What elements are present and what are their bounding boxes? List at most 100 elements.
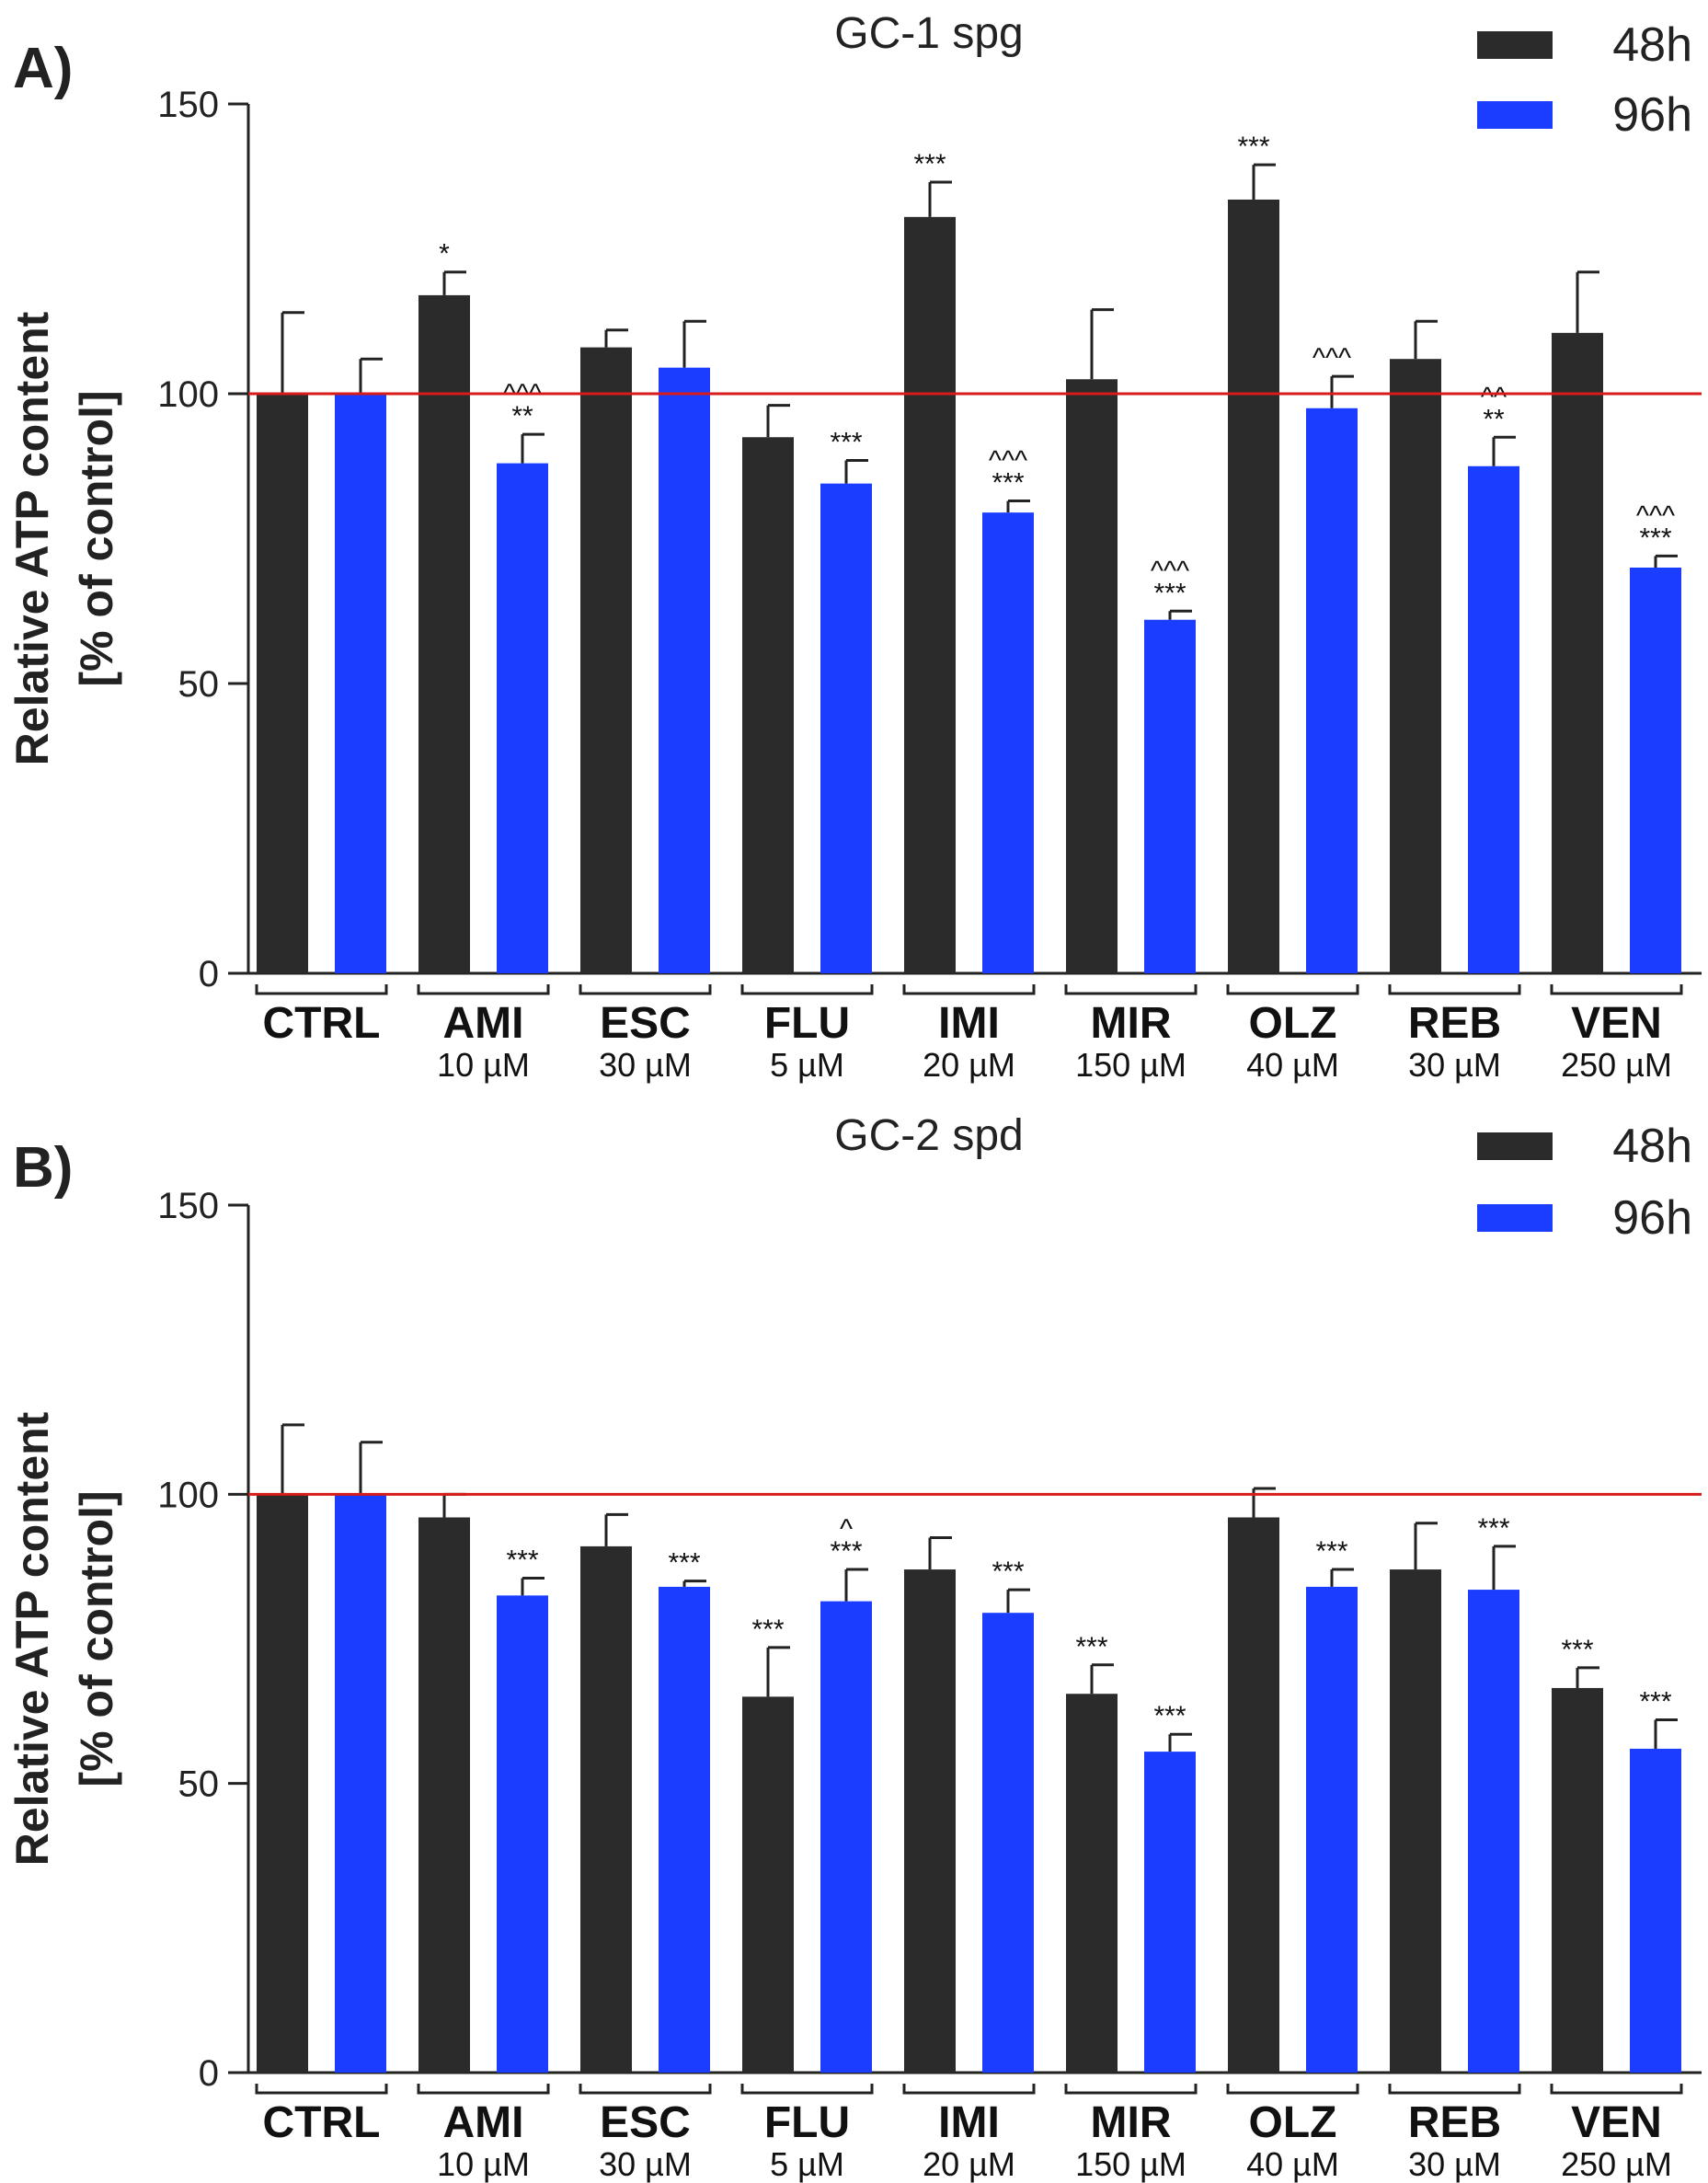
category-bracket bbox=[1064, 984, 1198, 995]
concentration-label: 30 µM bbox=[599, 1046, 692, 1084]
category-bracket bbox=[417, 2084, 550, 2095]
concentration-label: 20 µM bbox=[923, 1046, 1015, 1084]
bar-48h-FLU bbox=[742, 437, 794, 973]
y-tick-label: 50 bbox=[178, 1764, 220, 1805]
category-label: CTRL bbox=[263, 2098, 381, 2147]
panel-label: A) bbox=[13, 37, 73, 100]
bar-48h-MIR bbox=[1066, 1694, 1118, 2073]
significance-marker: *** bbox=[830, 427, 862, 457]
significance-marker: *** bbox=[668, 1548, 700, 1579]
category-label: ESC bbox=[600, 999, 691, 1048]
bar-96h-REB bbox=[1468, 465, 1519, 973]
y-tick-label: 100 bbox=[157, 1475, 219, 1515]
bar-96h-ESC bbox=[659, 367, 710, 973]
y-tick-label: 100 bbox=[157, 374, 219, 415]
bar-96h-VEN bbox=[1630, 1748, 1681, 2073]
category-bracket bbox=[1388, 984, 1521, 995]
significance-line: *** bbox=[668, 1548, 700, 1579]
bar-48h-CTRL bbox=[257, 1494, 308, 2073]
bar-96h-IMI bbox=[982, 512, 1034, 973]
legend-swatch-48h bbox=[1477, 31, 1553, 59]
significance-line: *** bbox=[1153, 578, 1186, 608]
category-label: OLZ bbox=[1249, 999, 1337, 1048]
category-bracket bbox=[579, 2084, 712, 2095]
bar-96h-IMI bbox=[982, 1613, 1034, 2073]
category-bracket bbox=[902, 2084, 1036, 2095]
bar-96h-CTRL bbox=[335, 1494, 386, 2073]
concentration-label: 10 µM bbox=[437, 2145, 530, 2183]
bar-96h-ESC bbox=[659, 1586, 710, 2073]
significance-line: ^^^ bbox=[1151, 556, 1189, 586]
category-bracket bbox=[740, 2084, 874, 2095]
chart-title: GC-1 spg bbox=[834, 9, 1023, 58]
legend-swatch-48h bbox=[1477, 1132, 1553, 1160]
category-bracket bbox=[579, 984, 712, 995]
category-label: REB bbox=[1408, 999, 1501, 1048]
bar-48h-FLU bbox=[742, 1696, 794, 2073]
bar-96h-MIR bbox=[1144, 619, 1196, 973]
significance-line: *** bbox=[1639, 1687, 1671, 1718]
significance-marker: *** bbox=[1639, 1687, 1671, 1718]
significance-marker: *** bbox=[1237, 132, 1269, 162]
bar-96h-FLU bbox=[820, 1601, 872, 2073]
category-label: FLU bbox=[764, 2098, 850, 2147]
category-bracket bbox=[255, 984, 388, 995]
concentration-label: 250 µM bbox=[1561, 1046, 1672, 1084]
significance-marker: *** bbox=[1561, 1635, 1593, 1665]
bar-96h-CTRL bbox=[335, 394, 386, 973]
bar-96h-AMI bbox=[497, 1595, 548, 2073]
significance-marker: ^^^ bbox=[1313, 343, 1351, 373]
y-tick-label: 0 bbox=[199, 954, 219, 994]
bar-48h-CTRL bbox=[257, 394, 308, 973]
category-bracket bbox=[1550, 2084, 1683, 2095]
bar-48h-VEN bbox=[1552, 1687, 1603, 2073]
significance-line: ^^^ bbox=[1313, 343, 1351, 373]
significance-marker: *** bbox=[506, 1545, 538, 1575]
significance-marker: ^^^ *** bbox=[989, 446, 1027, 499]
bar-96h-OLZ bbox=[1306, 408, 1358, 973]
significance-line: *** bbox=[1315, 1536, 1347, 1567]
significance-line: *** bbox=[1639, 523, 1671, 553]
significance-line: *** bbox=[751, 1614, 784, 1645]
significance-line: *** bbox=[1237, 132, 1269, 162]
significance-marker: *** bbox=[1315, 1536, 1347, 1567]
category-label: OLZ bbox=[1249, 2098, 1337, 2147]
bar-48h-ESC bbox=[580, 347, 632, 974]
y-tick-label: 150 bbox=[157, 1186, 219, 1226]
significance-line: *** bbox=[506, 1545, 538, 1575]
category-label: FLU bbox=[764, 999, 850, 1048]
bar-96h-AMI bbox=[497, 463, 548, 974]
bar-48h-IMI bbox=[904, 1569, 956, 2073]
concentration-label: 5 µM bbox=[770, 2145, 844, 2183]
significance-marker: ^^ ** bbox=[1481, 382, 1507, 434]
significance-line: ^^^ bbox=[989, 446, 1027, 477]
category-bracket bbox=[417, 984, 550, 995]
significance-marker: *** bbox=[913, 149, 946, 179]
bar-96h-MIR bbox=[1144, 1752, 1196, 2073]
significance-marker: ^^^ *** bbox=[1636, 500, 1675, 553]
category-label: MIR bbox=[1091, 2098, 1172, 2147]
bar-48h-VEN bbox=[1552, 332, 1603, 974]
chart-panel-2: B) GC-2 spd Relative ATP content [% of cont… bbox=[6, 1111, 1702, 2183]
significance-marker: ^ *** bbox=[830, 1514, 862, 1567]
significance-line: * bbox=[439, 239, 450, 270]
legend-label: 48h bbox=[1612, 1120, 1692, 1173]
y-axis-label: Relative ATP content bbox=[6, 311, 58, 765]
category-label: VEN bbox=[1571, 999, 1662, 1048]
significance-line: *** bbox=[1075, 1632, 1107, 1662]
legend-swatch-96h bbox=[1477, 1204, 1553, 1232]
y-tick-label: 50 bbox=[178, 664, 220, 705]
legend-label: 96h bbox=[1612, 88, 1692, 142]
category-label: IMI bbox=[938, 2098, 1000, 2147]
bar-96h-OLZ bbox=[1306, 1586, 1358, 2073]
concentration-label: 10 µM bbox=[437, 1046, 530, 1084]
bar-48h-AMI bbox=[418, 294, 470, 973]
significance-line: *** bbox=[1153, 1701, 1186, 1731]
y-axis-label-units: [% of control] bbox=[71, 390, 122, 686]
bar-96h-FLU bbox=[820, 483, 872, 973]
significance-marker: *** bbox=[751, 1614, 784, 1645]
panel-label: B) bbox=[13, 1136, 73, 1200]
category-bracket bbox=[1226, 2084, 1359, 2095]
bar-48h-REB bbox=[1390, 1569, 1441, 2073]
